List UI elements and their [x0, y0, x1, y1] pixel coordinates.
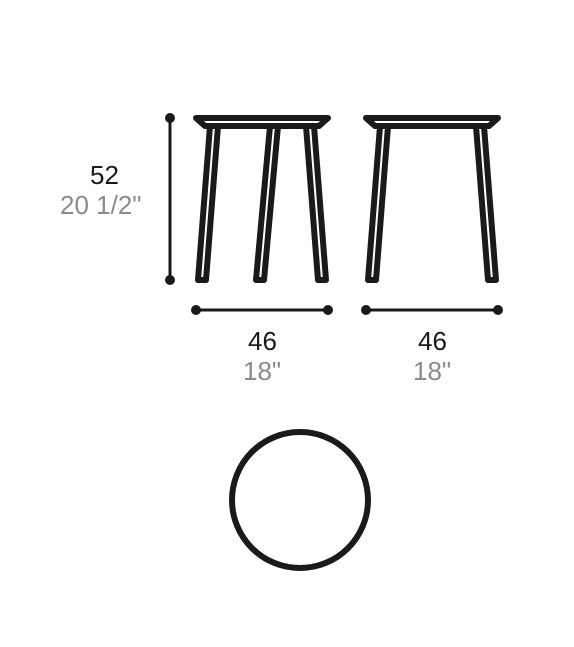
- width1-label-in: 18": [243, 356, 281, 387]
- width2-label-cm: 46: [418, 326, 447, 357]
- width2-label-in: 18": [413, 356, 451, 387]
- width-dimension-2: [361, 305, 503, 315]
- table-front-view: [196, 118, 328, 280]
- table-side-view: [366, 118, 498, 280]
- height-label-cm: 52: [90, 160, 119, 191]
- table-top-view: [232, 432, 368, 568]
- height-label-in: 20 1/2": [60, 190, 142, 221]
- height-dimension: [165, 113, 175, 285]
- width1-label-cm: 46: [248, 326, 277, 357]
- dimension-diagram: [0, 0, 574, 642]
- width-dimension-1: [191, 305, 333, 315]
